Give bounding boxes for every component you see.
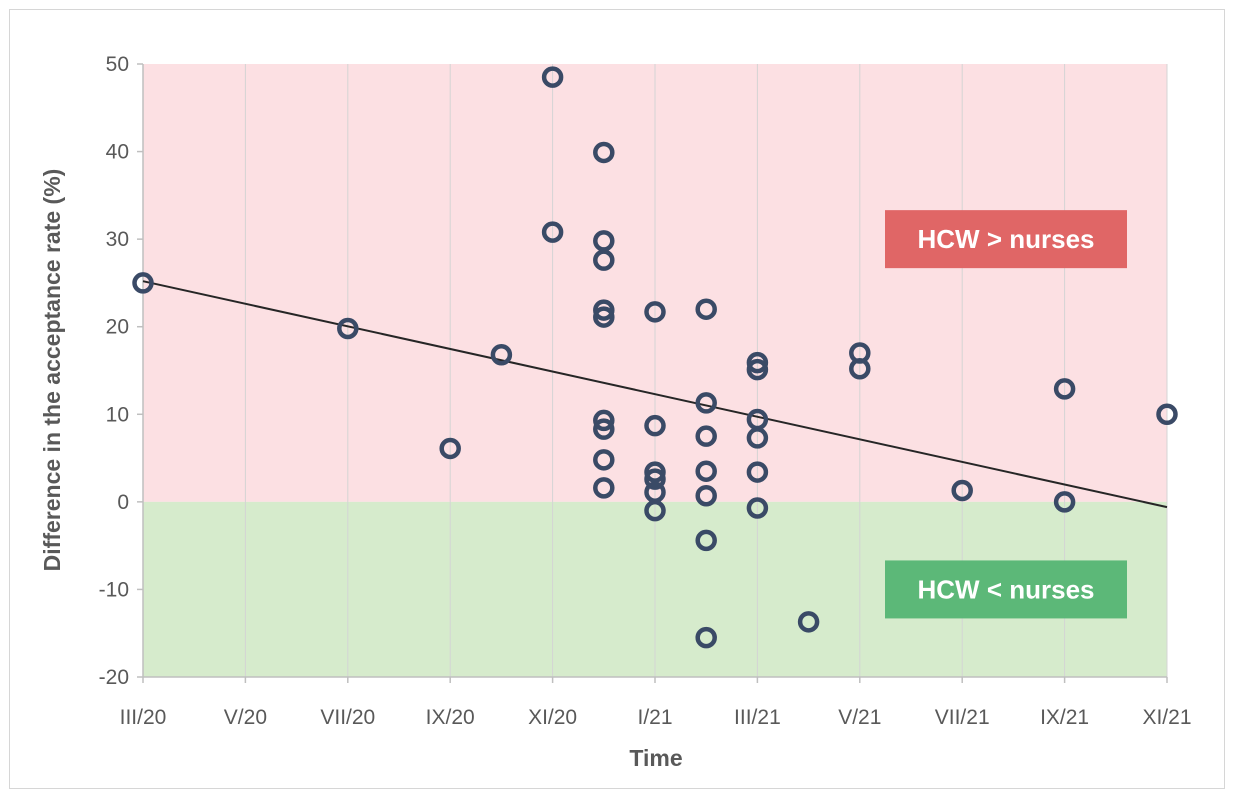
y-tick-label: 20 bbox=[106, 316, 129, 339]
y-tick-label: 40 bbox=[106, 141, 129, 164]
data-point bbox=[951, 479, 973, 502]
data-point bbox=[490, 343, 513, 366]
data-point bbox=[695, 425, 717, 447]
x-axis-title: Time bbox=[629, 745, 682, 771]
data-point bbox=[644, 301, 666, 323]
x-tick-label: XI/20 bbox=[528, 706, 577, 729]
region-label-box bbox=[885, 210, 1127, 269]
y-tick-labels: 50 40 30 20 10 0 -10 -20 bbox=[99, 53, 143, 689]
data-point bbox=[746, 427, 769, 449]
data-point bbox=[746, 461, 769, 483]
x-tick-label: I/21 bbox=[637, 706, 672, 729]
region-label-text: HCW < nurses bbox=[918, 574, 1095, 604]
trendline-group bbox=[142, 280, 1168, 509]
data-point bbox=[849, 357, 871, 380]
data-points bbox=[132, 66, 1178, 649]
data-point bbox=[593, 306, 615, 328]
data-point bbox=[593, 249, 615, 271]
data-point bbox=[593, 418, 615, 440]
x-tick-label: IX/20 bbox=[426, 706, 475, 729]
data-point bbox=[593, 141, 615, 164]
x-tick-label: IX/21 bbox=[1040, 706, 1089, 729]
data-point bbox=[746, 358, 769, 381]
data-point bbox=[439, 437, 461, 460]
y-tick-label: -10 bbox=[99, 578, 129, 601]
data-point bbox=[1156, 403, 1178, 426]
trendline bbox=[142, 280, 1168, 509]
y-tick-label: -20 bbox=[99, 666, 129, 689]
data-point bbox=[541, 221, 564, 243]
region-labels: HCW > nurses HCW < nurses bbox=[885, 210, 1127, 619]
x-tick-label: VII/20 bbox=[320, 706, 375, 729]
x-tick-labels: III/20 V/20 VII/20 IX/20 XI/20 I/21 III/21 V/21… bbox=[120, 677, 1192, 729]
data-point bbox=[695, 460, 717, 482]
region-label-box bbox=[885, 560, 1127, 619]
data-point bbox=[644, 461, 666, 483]
data-point bbox=[746, 497, 769, 519]
x-tick-label: V/21 bbox=[838, 706, 881, 729]
data-point bbox=[797, 611, 820, 633]
data-point bbox=[132, 272, 154, 294]
data-point bbox=[593, 449, 615, 471]
data-point bbox=[593, 477, 615, 499]
data-point bbox=[695, 298, 717, 320]
y-axis-title: Difference in the acceptance rate (%) bbox=[39, 169, 65, 572]
data-point bbox=[593, 230, 615, 252]
y-tick-label: 30 bbox=[106, 228, 129, 251]
data-point bbox=[695, 626, 717, 649]
y-tick-label: 50 bbox=[106, 53, 129, 76]
data-point bbox=[644, 414, 666, 437]
x-tick-label: VII/21 bbox=[935, 706, 990, 729]
x-tick-label: V/20 bbox=[224, 706, 267, 729]
data-point bbox=[695, 529, 717, 552]
data-point bbox=[1053, 491, 1076, 513]
y-tick-label: 0 bbox=[117, 491, 129, 514]
data-point bbox=[593, 299, 615, 321]
x-tick-label: XI/21 bbox=[1142, 706, 1191, 729]
data-point bbox=[1053, 378, 1076, 400]
data-point bbox=[541, 66, 564, 88]
data-point bbox=[644, 468, 666, 490]
data-point bbox=[593, 409, 615, 432]
data-point bbox=[695, 392, 717, 414]
data-point bbox=[337, 317, 359, 340]
data-point bbox=[746, 351, 769, 374]
x-tick-label: III/20 bbox=[120, 706, 167, 729]
region-label-text: HCW > nurses bbox=[918, 224, 1095, 254]
x-tick-label: III/21 bbox=[734, 706, 781, 729]
y-tick-label: 10 bbox=[106, 403, 129, 426]
data-point bbox=[644, 499, 666, 522]
data-point bbox=[695, 484, 717, 507]
